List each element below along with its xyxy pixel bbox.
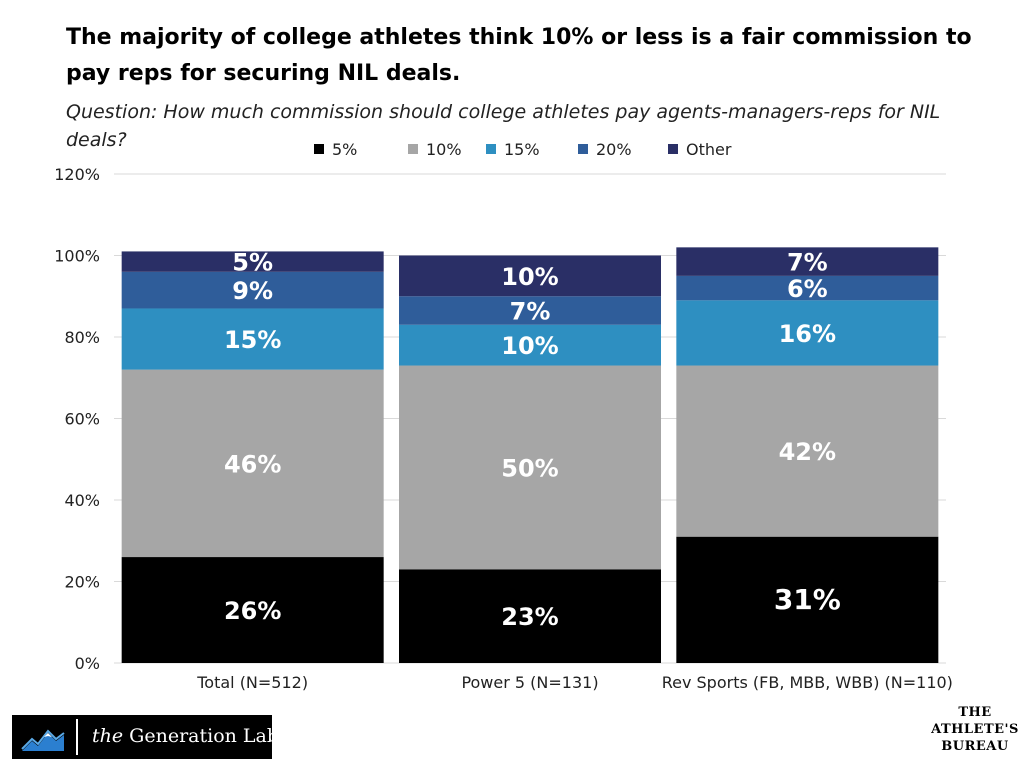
bureau-line-2: ATHLETE'S: [931, 722, 1019, 737]
data-label: 46%: [224, 450, 281, 478]
y-tick-label: 100%: [54, 247, 100, 266]
bar-segment: [121, 308, 384, 370]
data-label: 23%: [501, 603, 558, 631]
legend-label: 10%: [426, 140, 462, 159]
legend-item: 5%: [314, 140, 357, 159]
logo-divider: [76, 719, 78, 755]
bar-segment: [676, 300, 939, 366]
y-tick-label: 80%: [64, 328, 100, 347]
data-label: 16%: [779, 320, 836, 348]
data-label: 15%: [224, 326, 281, 354]
legend-label: 5%: [332, 140, 357, 159]
mountain-icon: [21, 729, 65, 751]
data-label: 50%: [501, 454, 558, 482]
legend-item: 15%: [486, 140, 540, 159]
legend-swatch: [314, 144, 324, 154]
bar-segment: [399, 569, 661, 663]
bar-segment: [399, 365, 661, 570]
bar-segment: [121, 369, 384, 558]
legend-item: 20%: [578, 140, 632, 159]
data-label: 7%: [787, 249, 828, 277]
legend-label: 20%: [596, 140, 632, 159]
data-label: 31%: [774, 583, 841, 616]
logo-name: Generation Lab: [129, 725, 280, 747]
legend-item: Other: [668, 140, 732, 159]
bar-segment: [399, 255, 661, 297]
legend-swatch: [486, 144, 496, 154]
chart-title: The majority of college athletes think 1…: [66, 25, 972, 86]
legend-label: Other: [686, 140, 732, 159]
bar-segment: [676, 365, 939, 537]
generation-lab-logo: the Generation Lab: [12, 715, 279, 759]
data-label: 6%: [787, 275, 828, 303]
y-tick-label: 60%: [64, 410, 100, 429]
data-label: 10%: [501, 332, 558, 360]
logo-the: the: [92, 725, 124, 747]
legend-swatch: [408, 144, 418, 154]
y-tick-label: 0%: [75, 654, 100, 673]
data-label: 7%: [510, 298, 551, 326]
chart-subtitle: Question: How much commission should col…: [66, 101, 941, 151]
y-tick-label: 20%: [64, 573, 100, 592]
legend-label: 15%: [504, 140, 540, 159]
legend: 5% 10% 15% 20% Other: [314, 140, 732, 159]
data-labels: 26%46%15%9%5%23%50%10%7%10%31%42%16%6%7%: [224, 249, 841, 632]
x-tick-label: Power 5 (N=131): [461, 673, 598, 692]
axis-labels: 0% 20% 40% 60% 80% 100% 120% Total (N=512) Power…: [54, 165, 953, 692]
y-tick-label: 120%: [54, 165, 100, 184]
data-label: 10%: [501, 263, 558, 291]
bureau-line-3: BUREAU: [941, 739, 1009, 754]
stacked-bar-chart: 26%46%15%9%5%23%50%10%7%10%31%42%16%6%7%…: [54, 140, 953, 692]
logo-text: the Generation Lab: [92, 725, 279, 747]
legend-item: 10%: [408, 140, 462, 159]
bar-segment: [676, 536, 939, 663]
bars: [121, 247, 939, 663]
x-tick-label: Rev Sports (FB, MBB, WBB) (N=110): [662, 673, 953, 692]
bar-segment: [121, 557, 384, 663]
bar-segment: [399, 296, 661, 325]
bureau-line-1: THE: [958, 705, 992, 720]
y-tick-label: 40%: [64, 491, 100, 510]
x-tick-label: Total (N=512): [196, 673, 308, 692]
legend-swatch: [578, 144, 588, 154]
bar-segment: [676, 275, 939, 301]
bar-segment: [121, 271, 384, 309]
bar-segment: [121, 251, 384, 272]
legend-swatch: [668, 144, 678, 154]
data-label: 5%: [232, 249, 273, 277]
data-label: 26%: [224, 597, 281, 625]
bar-segment: [399, 324, 661, 366]
data-label: 42%: [779, 438, 836, 466]
athletes-bureau-logo: THE ATHLETE'S BUREAU: [930, 704, 1020, 755]
data-label: 9%: [232, 277, 273, 305]
bar-segment: [676, 247, 939, 276]
